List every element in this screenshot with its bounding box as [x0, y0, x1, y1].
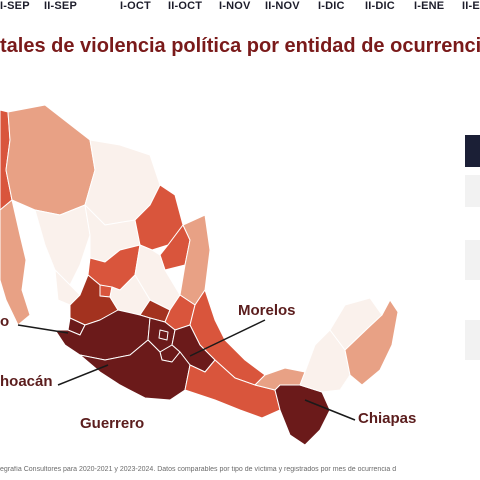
state-region	[344, 299, 399, 386]
callout-line	[17, 324, 69, 334]
timeline-item: I-NOV	[219, 0, 251, 12]
label-chiapas: Chiapas	[358, 410, 417, 427]
callout-line	[304, 399, 356, 421]
label-guerrero: Guerrero	[80, 415, 145, 432]
state-region	[158, 329, 169, 341]
timeline-item: I-OCT	[120, 0, 151, 12]
timeline-item: II-NOV	[265, 0, 300, 12]
label-morelos: Morelos	[238, 302, 296, 319]
state-region	[34, 204, 91, 286]
label-left-top: o	[0, 313, 10, 330]
timeline-item: I-ENE	[414, 0, 445, 12]
timeline-item: II-E	[462, 0, 480, 12]
callout-line	[189, 319, 266, 357]
state-region	[274, 384, 331, 446]
map-title: tales de violencia política por entidad …	[0, 35, 480, 57]
label-michoacan: hoacán	[0, 373, 53, 390]
callout-line	[57, 364, 109, 386]
timeline-bar: I-SEP II-SEP I-OCT II-OCT I-NOV II-NOV I…	[0, 0, 480, 14]
table-header-panel	[465, 135, 480, 167]
source-note: egrafía Consultores para 2020-2021 y 202…	[0, 466, 397, 473]
timeline-item: I-SEP	[0, 0, 30, 12]
timeline-item: I-DIC	[318, 0, 345, 12]
table-row-panel	[465, 320, 480, 360]
table-row-panel	[465, 240, 480, 280]
state-region	[0, 199, 31, 326]
state-region	[5, 104, 96, 216]
state-region	[79, 339, 191, 401]
timeline-item: II-OCT	[168, 0, 203, 12]
timeline-item: II-SEP	[44, 0, 77, 12]
table-row-panel	[465, 175, 480, 207]
timeline-item: II-DIC	[365, 0, 395, 12]
